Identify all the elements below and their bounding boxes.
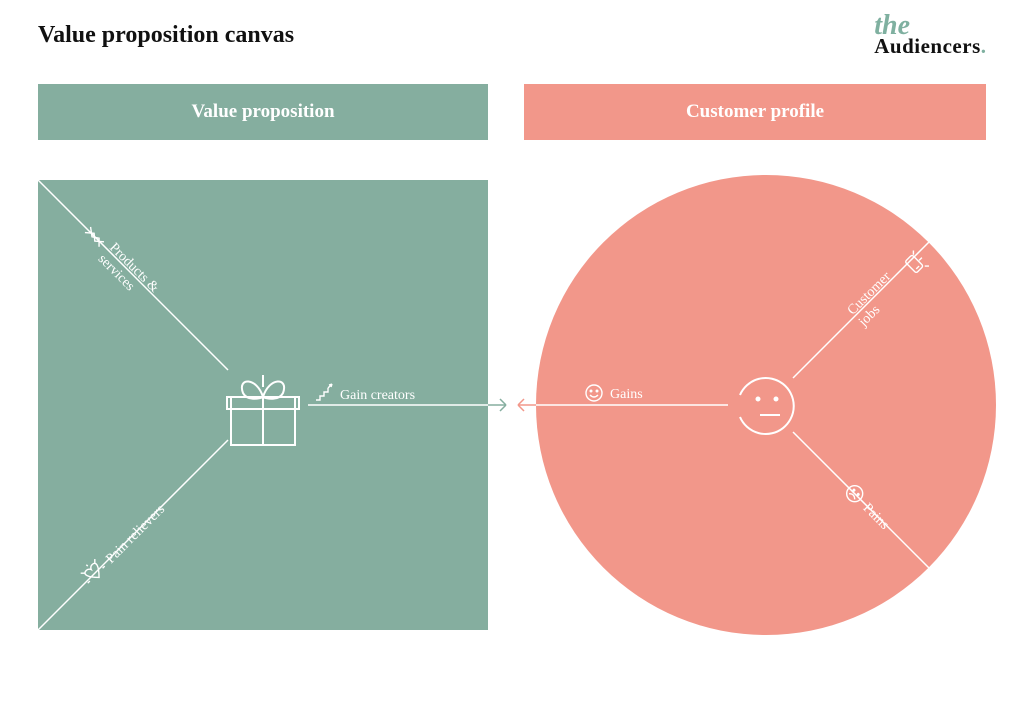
face-neutral-icon bbox=[740, 378, 794, 434]
vp-label-gain-creators: Gain creators bbox=[340, 388, 415, 403]
cp-seg-customer-jobs: Customer jobs bbox=[844, 244, 930, 330]
customer-profile-circle: Gains Customer jobs Pains bbox=[536, 175, 996, 635]
header-right-label: Customer profile bbox=[686, 101, 824, 123]
cp-label-pains: Pains bbox=[860, 501, 892, 533]
vp-label-pain-relievers: Pain relievers bbox=[103, 502, 168, 567]
arrow-right-icon bbox=[488, 399, 506, 411]
heart-spark-icon bbox=[78, 556, 108, 586]
cp-seg-gains: Gains bbox=[586, 385, 643, 402]
gift-icon bbox=[227, 375, 299, 445]
header-value-proposition: Value proposition bbox=[38, 84, 488, 140]
vp-square-overlay: Products & services Gain creators bbox=[38, 180, 488, 630]
cp-label-gains: Gains bbox=[610, 387, 643, 402]
arrow-left-icon bbox=[518, 399, 536, 411]
cp-circle-overlay: Gains Customer jobs Pains bbox=[536, 175, 996, 635]
vp-seg-pain-relievers: Pain relievers bbox=[78, 498, 168, 588]
vp-seg-gain-creators: Gain creators bbox=[316, 384, 415, 403]
logo-dot: . bbox=[981, 34, 986, 58]
header-left-label: Value proposition bbox=[191, 101, 334, 123]
value-proposition-square: Products & services Gain creators bbox=[38, 180, 488, 630]
cp-divider-br bbox=[793, 432, 929, 568]
logo-line2: Audiencers bbox=[874, 34, 981, 58]
smile-icon bbox=[586, 385, 602, 401]
vp-seg-products-services: Products & services bbox=[75, 221, 162, 308]
stairs-up-icon bbox=[316, 384, 332, 400]
header-customer-profile: Customer profile bbox=[524, 84, 986, 140]
page-root: Value proposition canvas the Audiencers.… bbox=[0, 0, 1024, 724]
brand-logo: the Audiencers. bbox=[874, 14, 986, 56]
page-title: Value proposition canvas bbox=[38, 22, 294, 49]
